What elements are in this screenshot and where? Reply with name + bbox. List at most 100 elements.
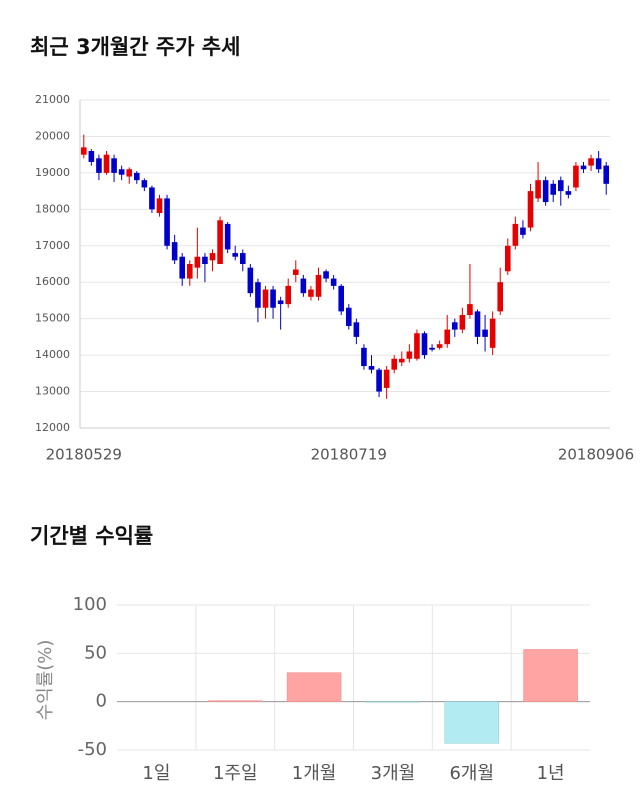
candle-body bbox=[580, 165, 587, 170]
candle-body bbox=[80, 147, 87, 155]
chart-title: 최근 3개월간 주가 추세 bbox=[30, 35, 240, 59]
candle-body bbox=[126, 169, 133, 177]
x-tick-label: 6개월 bbox=[449, 763, 494, 784]
bar bbox=[444, 701, 499, 744]
candle-body bbox=[179, 256, 186, 279]
candle-body bbox=[118, 169, 125, 175]
candle-body bbox=[171, 242, 178, 261]
candle-body bbox=[156, 198, 163, 213]
candle-body bbox=[406, 351, 413, 359]
candle-body bbox=[512, 223, 519, 246]
candle-body bbox=[451, 322, 458, 330]
candle-body bbox=[209, 253, 216, 261]
candle-body bbox=[194, 256, 201, 268]
candle-body bbox=[527, 191, 534, 228]
candle-body bbox=[542, 180, 549, 203]
x-tick-label: 20180529 bbox=[46, 446, 122, 464]
y-tick-label: 17000 bbox=[35, 239, 70, 252]
candle-body bbox=[308, 289, 314, 297]
candle-body bbox=[414, 333, 420, 359]
candle-body bbox=[164, 198, 170, 246]
candle-body bbox=[482, 329, 488, 337]
candle-body bbox=[141, 180, 148, 188]
bar bbox=[208, 700, 263, 702]
y-tick-label: 21000 bbox=[35, 93, 70, 106]
candle-body bbox=[489, 318, 496, 348]
candle-body bbox=[96, 158, 102, 173]
candle-body bbox=[588, 158, 594, 166]
candle-body bbox=[429, 347, 435, 350]
candle-body bbox=[353, 322, 360, 337]
candle-body bbox=[504, 245, 511, 272]
y-tick-label: 18000 bbox=[35, 202, 70, 215]
candle-body bbox=[459, 315, 466, 330]
candle-body bbox=[444, 329, 451, 345]
candle-body bbox=[103, 154, 110, 173]
candle-body bbox=[186, 264, 193, 279]
y-tick-label: 14000 bbox=[35, 348, 70, 361]
candle-body bbox=[111, 158, 117, 173]
candle-body bbox=[224, 223, 231, 250]
candle-body bbox=[421, 333, 428, 356]
x-tick-label: 1개월 bbox=[292, 763, 337, 784]
y-axis-title: 수익률(%) bbox=[35, 640, 56, 721]
candle-body bbox=[232, 253, 239, 257]
y-tick-label: 12000 bbox=[35, 421, 70, 434]
y-tick-label: 20000 bbox=[35, 129, 70, 142]
candle-body bbox=[497, 282, 504, 312]
candle-body bbox=[202, 256, 208, 264]
y-tick-label: -50 bbox=[78, 739, 107, 760]
candle-body bbox=[338, 285, 345, 312]
candle-body bbox=[520, 227, 526, 235]
y-tick-label: 16000 bbox=[35, 275, 70, 288]
candle-body bbox=[262, 289, 269, 308]
candle-body bbox=[398, 358, 405, 363]
candle-body bbox=[255, 282, 261, 308]
candle-body bbox=[239, 253, 246, 264]
candle-body bbox=[217, 220, 223, 264]
candle-body bbox=[550, 183, 557, 195]
x-tick-label: 1일 bbox=[142, 763, 170, 784]
candle-body bbox=[368, 366, 375, 370]
candle-body bbox=[292, 269, 299, 275]
candle-body bbox=[247, 267, 254, 294]
y-tick-label: 13000 bbox=[35, 385, 70, 398]
candle-body bbox=[557, 180, 564, 192]
candle-body bbox=[361, 347, 367, 367]
candle-body bbox=[383, 369, 390, 388]
candle-body bbox=[376, 369, 382, 392]
x-tick-label: 1년 bbox=[537, 763, 565, 784]
candle-body bbox=[133, 172, 140, 181]
candle-body bbox=[149, 187, 155, 210]
candle-body bbox=[467, 304, 473, 316]
x-tick-label: 20180719 bbox=[311, 446, 387, 464]
candle-body bbox=[323, 271, 329, 279]
candle-body bbox=[285, 285, 292, 305]
y-tick-label: 15000 bbox=[35, 312, 70, 325]
x-tick-label: 3개월 bbox=[371, 763, 416, 784]
candle-body bbox=[277, 300, 284, 305]
x-tick-label: 20180906 bbox=[558, 446, 634, 464]
bar bbox=[523, 649, 578, 702]
chart-title: 기간별 수익률 bbox=[30, 524, 153, 548]
y-tick-label: 19000 bbox=[35, 166, 70, 179]
bar bbox=[286, 672, 342, 702]
y-tick-label: 50 bbox=[84, 642, 107, 663]
candle-body bbox=[88, 151, 95, 162]
candle-body bbox=[345, 307, 352, 326]
candle-body bbox=[573, 165, 579, 188]
candle-body bbox=[270, 289, 276, 308]
candle-body bbox=[330, 278, 337, 286]
candle-body bbox=[300, 278, 307, 294]
candle-body bbox=[315, 274, 322, 297]
candle-body bbox=[565, 191, 572, 195]
candle-body bbox=[535, 180, 541, 199]
candle-body bbox=[595, 158, 602, 170]
y-tick-label: 0 bbox=[96, 691, 107, 712]
candle-body bbox=[391, 358, 398, 370]
x-tick-label: 1주일 bbox=[213, 763, 258, 784]
candle-body bbox=[603, 165, 610, 184]
candle-body bbox=[436, 344, 443, 348]
candle-body bbox=[474, 311, 481, 337]
